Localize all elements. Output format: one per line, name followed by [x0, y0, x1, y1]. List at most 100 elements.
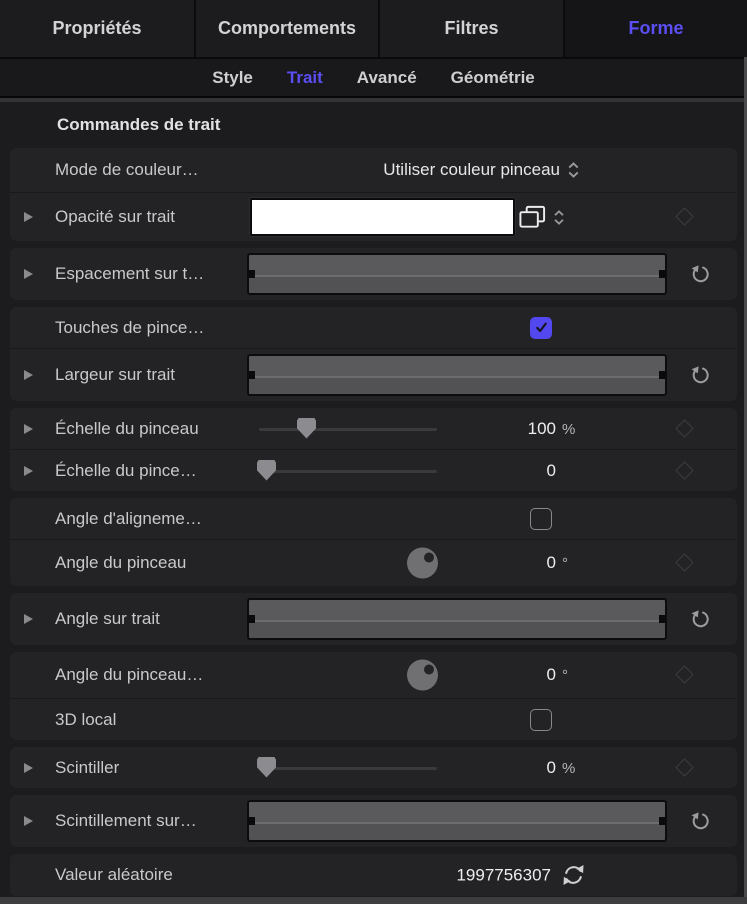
brush-scale-randomness-slider[interactable] [257, 459, 437, 482]
generate-seed-button[interactable] [561, 863, 586, 888]
tab-forme[interactable]: Forme [565, 0, 747, 57]
row-flicker: Scintiller 0 % [10, 747, 737, 788]
curve-handle [249, 615, 255, 623]
keyframe-diamond-icon[interactable] [675, 665, 694, 684]
value-field[interactable]: 0 [546, 757, 556, 777]
group-flicker-over-stroke: Scintillement sur… [10, 795, 737, 847]
stroke-controls-pane: Commandes de trait Mode de couleur… Util… [0, 102, 747, 904]
disclosure-triangle-icon[interactable] [24, 269, 33, 279]
opacity-gradient-bar[interactable] [250, 198, 515, 236]
brush-dabs-checkbox[interactable] [530, 316, 552, 339]
reset-arrow-icon [691, 610, 709, 628]
disclosure-triangle-icon[interactable] [24, 465, 33, 476]
keyframe-diamond-icon[interactable] [675, 418, 694, 438]
popup-value: Utiliser couleur pinceau [383, 160, 560, 179]
row-opacity-over-stroke: Opacité sur trait [10, 193, 737, 241]
group-width: Touches de pince… Largeur sur trait [10, 307, 737, 401]
random-seed-value[interactable]: 1997756307 [456, 865, 551, 884]
width-curve-editor[interactable] [247, 354, 667, 396]
refresh-cycle-icon [563, 865, 584, 885]
row-brush-scale: Échelle du pinceau 100 % [10, 408, 737, 449]
disclosure-triangle-icon[interactable] [24, 762, 33, 773]
tab-filtres[interactable]: Filtres [380, 0, 565, 57]
slider-track [259, 766, 437, 770]
value-unit: % [562, 759, 576, 777]
curve-handle [659, 615, 665, 623]
row-label: Scintiller [55, 757, 120, 777]
gradient-preset-button[interactable] [518, 204, 565, 230]
keyframe-diamond-icon[interactable] [675, 207, 694, 226]
flicker-curve-editor[interactable] [247, 800, 667, 842]
value-unit: ° [562, 555, 568, 572]
row-label: Échelle du pince… [55, 460, 197, 480]
subtab-style[interactable]: Style [212, 67, 253, 87]
row-brush-dabs: Touches de pince… [10, 307, 737, 348]
slider-thumb[interactable] [257, 756, 276, 778]
curve-handle [249, 817, 255, 825]
tab-proprietes[interactable]: Propriétés [0, 0, 196, 57]
row-label: Valeur aléatoire [55, 865, 173, 884]
value-field[interactable]: 100 [527, 418, 556, 438]
disclosure-triangle-icon[interactable] [24, 370, 33, 380]
row-label: Angle sur trait [55, 609, 160, 628]
subtab-trait[interactable]: Trait [286, 67, 323, 87]
disclosure-triangle-icon[interactable] [24, 423, 33, 434]
shape-subtab-bar: Style Trait Avancé Géométrie [0, 59, 747, 98]
color-mode-popup[interactable]: Utiliser couleur pinceau [383, 160, 580, 180]
row-label: Angle du pinceau… [55, 665, 204, 684]
slider-thumb[interactable] [297, 417, 316, 439]
group-spacing: Espacement sur t… [10, 248, 737, 300]
disclosure-triangle-icon[interactable] [24, 816, 33, 826]
brush-scale-slider[interactable] [259, 417, 437, 440]
row-label: Angle d'aligneme… [55, 508, 202, 528]
reset-button[interactable] [689, 263, 711, 285]
brush-angle-dial[interactable] [407, 547, 438, 579]
row-color-mode: Mode de couleur… Utiliser couleur pincea… [10, 148, 737, 192]
group-random-seed: Valeur aléatoire 1997756307 [10, 854, 737, 896]
disclosure-triangle-icon[interactable] [24, 212, 33, 222]
row-brush-angle-randomness: Angle du pinceau… 0 ° [10, 652, 737, 698]
subtab-avance[interactable]: Avancé [356, 67, 417, 87]
row-brush-scale-randomness: Échelle du pince… 0 [10, 450, 737, 491]
disclosure-triangle-icon[interactable] [24, 614, 33, 624]
tab-comportements[interactable]: Comportements [196, 0, 380, 57]
group-angle-randomness: Angle du pinceau… 0 ° 3D local [10, 652, 737, 740]
3d-local-checkbox[interactable] [530, 708, 552, 731]
row-align-angle: Angle d'aligneme… [10, 498, 737, 539]
reset-arrow-icon [691, 265, 709, 283]
value-unit: ° [562, 667, 568, 684]
flicker-slider[interactable] [257, 756, 437, 779]
chevron-updown-icon [568, 162, 579, 178]
subtab-geometrie[interactable]: Géométrie [450, 67, 535, 87]
reset-button[interactable] [689, 364, 711, 386]
dial-indicator [424, 664, 434, 675]
value-field[interactable]: 0 [546, 665, 556, 684]
keyframe-diamond-icon[interactable] [675, 553, 694, 572]
slider-thumb[interactable] [257, 459, 276, 481]
curve-handle [249, 270, 255, 278]
row-brush-angle: Angle du pinceau 0 ° [10, 540, 737, 586]
row-label: Scintillement sur… [55, 811, 197, 830]
panel-bottom-edge [0, 897, 747, 904]
reset-button[interactable] [689, 608, 711, 630]
spacing-curve-editor[interactable] [247, 253, 667, 295]
inspector-tab-bar: Propriétés Comportements Filtres Forme [0, 0, 747, 59]
slider-track [259, 469, 437, 473]
gradient-preset-stack-icon [519, 205, 546, 228]
value-field[interactable]: 0 [546, 460, 556, 480]
reset-button[interactable] [689, 810, 711, 832]
angle-curve-editor[interactable] [247, 598, 667, 640]
brush-angle-randomness-dial[interactable] [407, 659, 438, 691]
checkmark-icon [535, 322, 547, 332]
value-field[interactable]: 0 [546, 553, 556, 572]
curve-handle [249, 371, 255, 379]
keyframe-diamond-icon[interactable] [675, 757, 694, 777]
keyframe-diamond-icon[interactable] [675, 460, 694, 480]
align-angle-checkbox[interactable] [530, 507, 552, 530]
curve-handle [659, 371, 665, 379]
row-spacing-over-stroke: Espacement sur t… [10, 248, 737, 300]
row-random-seed: Valeur aléatoire 1997756307 [10, 854, 737, 896]
group-color: Mode de couleur… Utiliser couleur pincea… [10, 148, 737, 241]
row-label: Touches de pince… [55, 317, 205, 337]
